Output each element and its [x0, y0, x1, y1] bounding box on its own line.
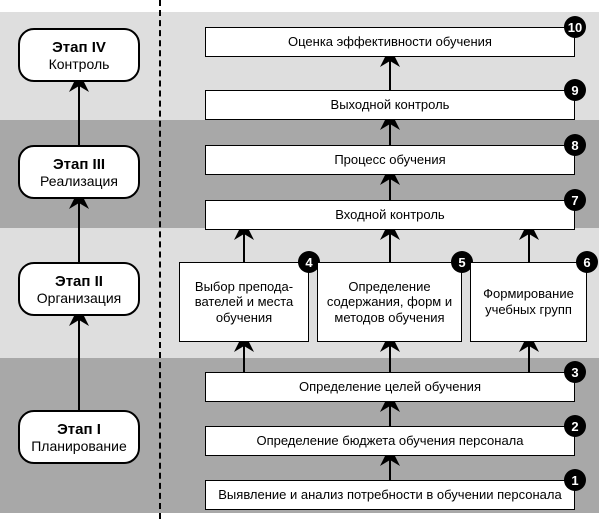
step-9-label: Выходной контроль — [331, 97, 450, 113]
step-6-label: Формирование учебных групп — [477, 286, 580, 317]
stage-2-sub: Организация — [37, 290, 121, 306]
step-2: Определение бюджета обучения персонала — [205, 426, 575, 456]
step-8: Процесс обучения — [205, 145, 575, 175]
step-1: Выявление и анализ потребности в обучени… — [205, 480, 575, 510]
badge-2: 2 — [564, 415, 586, 437]
diagram-canvas: Этап IV Контроль Этап III Реализация Эта… — [0, 0, 599, 519]
step-5-label: Определение содержания, форм и методов о… — [324, 279, 455, 326]
badge-9: 9 — [564, 79, 586, 101]
stage-1-title: Этап I — [57, 421, 101, 438]
stage-2-title: Этап II — [55, 273, 103, 290]
badge-1: 1 — [564, 469, 586, 491]
step-8-label: Процесс обучения — [334, 152, 445, 168]
step-1-label: Выявление и анализ потребности в обучени… — [218, 487, 561, 503]
step-6: Формирование учебных групп — [470, 262, 587, 342]
step-10: Оценка эффективности обучения — [205, 27, 575, 57]
step-7: Входной контроль — [205, 200, 575, 230]
stage-2: Этап II Организация — [18, 262, 140, 316]
divider-line — [159, 0, 161, 519]
badge-7: 7 — [564, 189, 586, 211]
stage-4: Этап IV Контроль — [18, 28, 140, 82]
stage-3-title: Этап III — [53, 156, 105, 173]
step-7-label: Входной контроль — [335, 207, 444, 223]
step-2-label: Определение бюджета обучения персонала — [256, 433, 523, 449]
stage-1-sub: Планирование — [31, 438, 127, 454]
step-4: Выбор препода-вателей и места обучения — [179, 262, 309, 342]
stage-4-sub: Контроль — [49, 56, 110, 72]
step-4-label: Выбор препода-вателей и места обучения — [186, 279, 302, 326]
step-3: Определение целей обучения — [205, 372, 575, 402]
badge-6: 6 — [576, 251, 598, 273]
badge-8: 8 — [564, 134, 586, 156]
badge-10: 10 — [564, 16, 586, 38]
stage-4-title: Этап IV — [52, 39, 106, 56]
step-10-label: Оценка эффективности обучения — [288, 34, 492, 50]
badge-3: 3 — [564, 361, 586, 383]
step-5: Определение содержания, форм и методов о… — [317, 262, 462, 342]
stage-1: Этап I Планирование — [18, 410, 140, 464]
step-3-label: Определение целей обучения — [299, 379, 481, 395]
stage-3-sub: Реализация — [40, 173, 118, 189]
stage-3: Этап III Реализация — [18, 145, 140, 199]
step-9: Выходной контроль — [205, 90, 575, 120]
